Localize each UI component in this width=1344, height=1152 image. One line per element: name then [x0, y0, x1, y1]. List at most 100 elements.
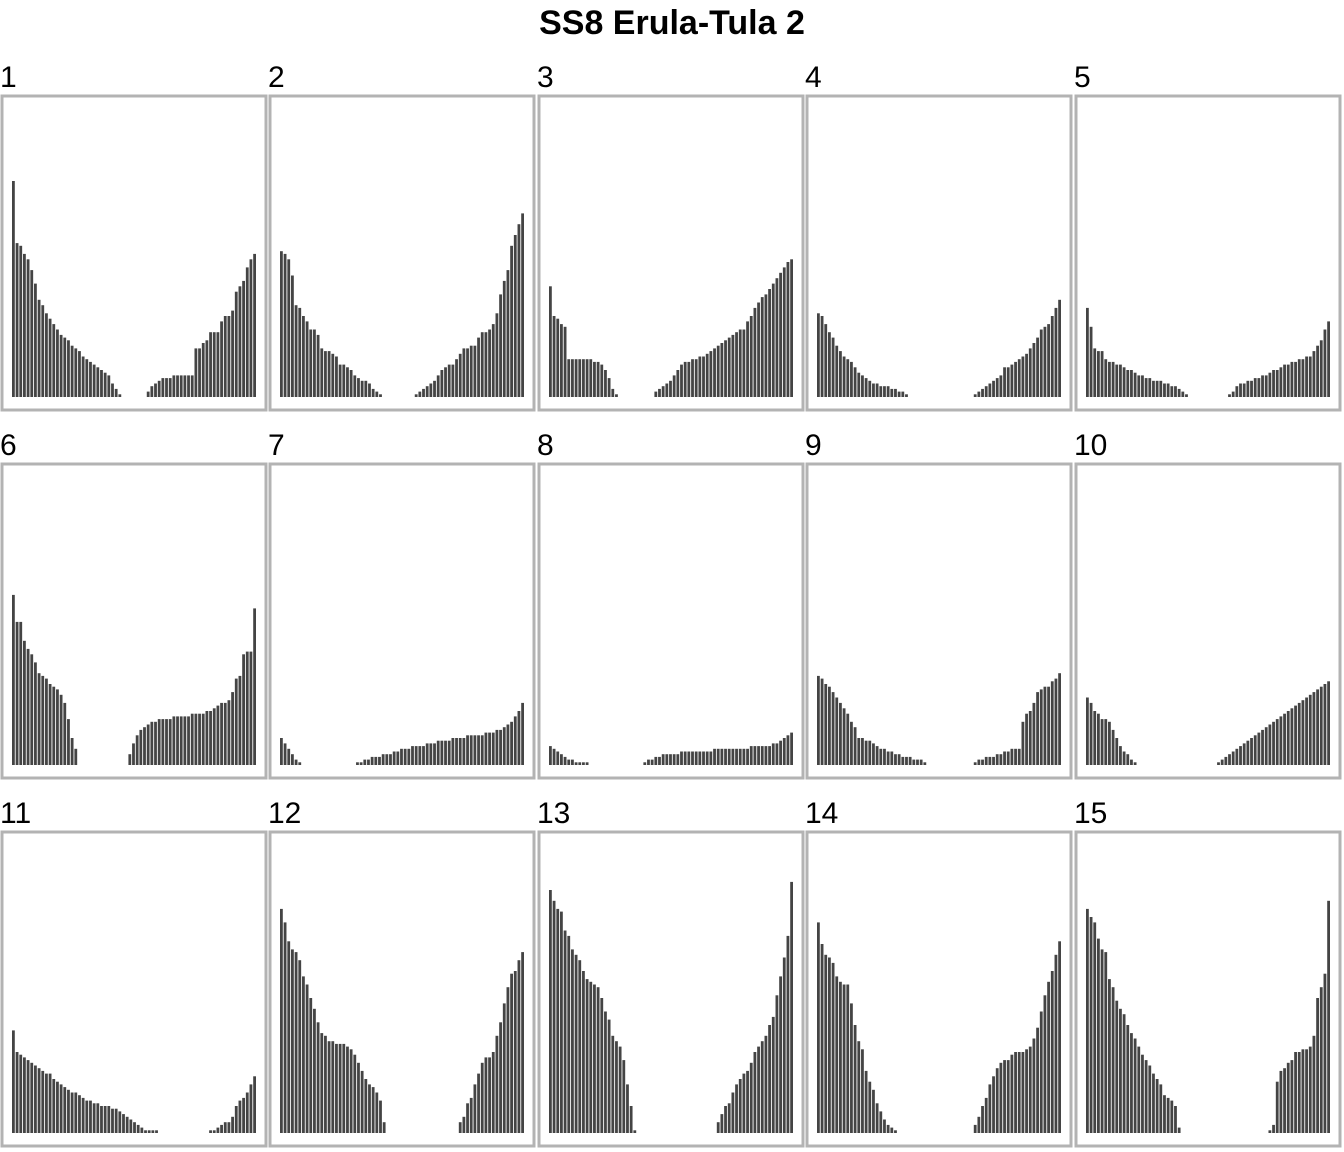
- right-bar-5: [223, 1122, 227, 1133]
- left-bar-3: [287, 941, 291, 1133]
- left-bar-6: [30, 654, 34, 765]
- left-bar-38: [147, 1130, 151, 1133]
- right-bar-17: [414, 746, 418, 765]
- left-bar-7: [571, 759, 574, 765]
- left-bar-16: [335, 356, 338, 397]
- left-bar-10: [45, 678, 48, 765]
- right-bar-11: [1305, 1049, 1308, 1133]
- left-bar-26: [1177, 388, 1181, 397]
- right-bar-24: [1301, 700, 1305, 765]
- right-bar-6: [992, 380, 995, 397]
- right-bar-10: [179, 375, 183, 397]
- right-bar-20: [216, 332, 220, 397]
- left-bar-11: [853, 367, 857, 397]
- right-bar-8: [172, 375, 176, 397]
- right-bar-30: [521, 213, 524, 397]
- right-bar-36: [484, 732, 488, 765]
- right-bar-41: [502, 727, 506, 765]
- right-bar-9: [488, 1057, 491, 1133]
- right-bar-37: [775, 743, 779, 765]
- left-bar-11: [1122, 1014, 1126, 1133]
- right-bar-3: [981, 1106, 984, 1133]
- left-bar-29: [114, 388, 118, 397]
- right-bar-3: [661, 386, 665, 397]
- right-bar-6: [992, 756, 995, 765]
- left-bar-2: [820, 678, 824, 765]
- left-bar-19: [883, 748, 886, 765]
- left-bar-6: [30, 270, 34, 397]
- left-bar-23: [92, 364, 96, 397]
- left-bar-10: [313, 1008, 316, 1133]
- right-bar-20: [484, 332, 488, 397]
- left-bar-16: [1141, 375, 1144, 397]
- left-bar-9: [846, 984, 850, 1133]
- left-bar-10: [45, 313, 48, 397]
- right-bar-2: [977, 759, 981, 765]
- left-bar-6: [1104, 952, 1108, 1133]
- right-bar-13: [1312, 1035, 1316, 1133]
- left-bar-1: [280, 908, 283, 1133]
- left-bar-18: [879, 748, 883, 765]
- left-bar-10: [582, 359, 585, 397]
- left-bar-30: [118, 394, 122, 397]
- right-bar-18: [521, 952, 524, 1133]
- left-bar-20: [349, 1049, 353, 1133]
- right-bar-8: [1294, 1052, 1297, 1133]
- left-bar-11: [48, 1073, 52, 1133]
- right-bar-10: [1006, 367, 1010, 397]
- right-bar-17: [1327, 900, 1330, 1133]
- left-bar-40: [155, 1130, 158, 1133]
- right-bar-7: [995, 1068, 999, 1133]
- right-bar-11: [1010, 748, 1014, 765]
- right-bar-19: [720, 343, 724, 397]
- right-bar-14: [1264, 727, 1268, 765]
- left-bar-9: [578, 762, 582, 765]
- left-bar-21: [1159, 380, 1163, 397]
- left-bar-2: [283, 743, 287, 765]
- right-bar-15: [198, 348, 201, 397]
- right-bar-8: [1242, 743, 1246, 765]
- right-bar-15: [1025, 1049, 1028, 1133]
- left-bar-14: [1133, 372, 1137, 397]
- left-bar-8: [305, 984, 309, 1133]
- right-bar-3: [981, 388, 984, 397]
- right-bar-7: [995, 378, 999, 397]
- left-bar-14: [864, 1070, 868, 1133]
- right-bar-14: [1021, 356, 1025, 397]
- right-bar-16: [1283, 364, 1286, 397]
- right-bar-9: [1246, 740, 1250, 765]
- left-bar-20: [81, 356, 85, 397]
- left-bar-3: [19, 1054, 23, 1133]
- left-bar-8: [1111, 729, 1115, 765]
- right-bar-5: [1283, 1068, 1286, 1133]
- left-bar-3: [556, 908, 560, 1133]
- panel-10: 10: [1074, 429, 1342, 780]
- right-bar-29: [249, 259, 253, 397]
- left-bar-8: [574, 359, 578, 397]
- left-bar-25: [1174, 1106, 1177, 1133]
- left-bar-26: [371, 1087, 375, 1133]
- right-bar-6: [992, 1076, 995, 1133]
- right-bar-42: [506, 724, 510, 765]
- left-bar-12: [857, 372, 861, 397]
- left-bar-16: [604, 1011, 607, 1133]
- right-bar-15: [510, 973, 513, 1133]
- right-bar-6: [661, 754, 665, 765]
- left-bar-16: [67, 719, 70, 765]
- left-bar-34: [133, 1122, 136, 1133]
- left-bar-7: [839, 702, 842, 765]
- left-bar-24: [633, 1130, 637, 1133]
- left-bar-5: [294, 305, 298, 397]
- right-bar-28: [1316, 689, 1319, 765]
- right-bar-34: [764, 746, 768, 765]
- right-bar-13: [253, 1076, 256, 1133]
- left-bar-24: [1170, 1100, 1174, 1133]
- right-bar-4: [654, 756, 658, 765]
- left-bar-17: [875, 746, 879, 765]
- left-bar-2: [15, 621, 19, 765]
- right-bar-26: [447, 740, 451, 765]
- left-bar-32: [125, 1116, 129, 1133]
- right-bar-28: [742, 748, 746, 765]
- panel-label: 3: [537, 61, 554, 94]
- left-bar-28: [379, 1100, 382, 1133]
